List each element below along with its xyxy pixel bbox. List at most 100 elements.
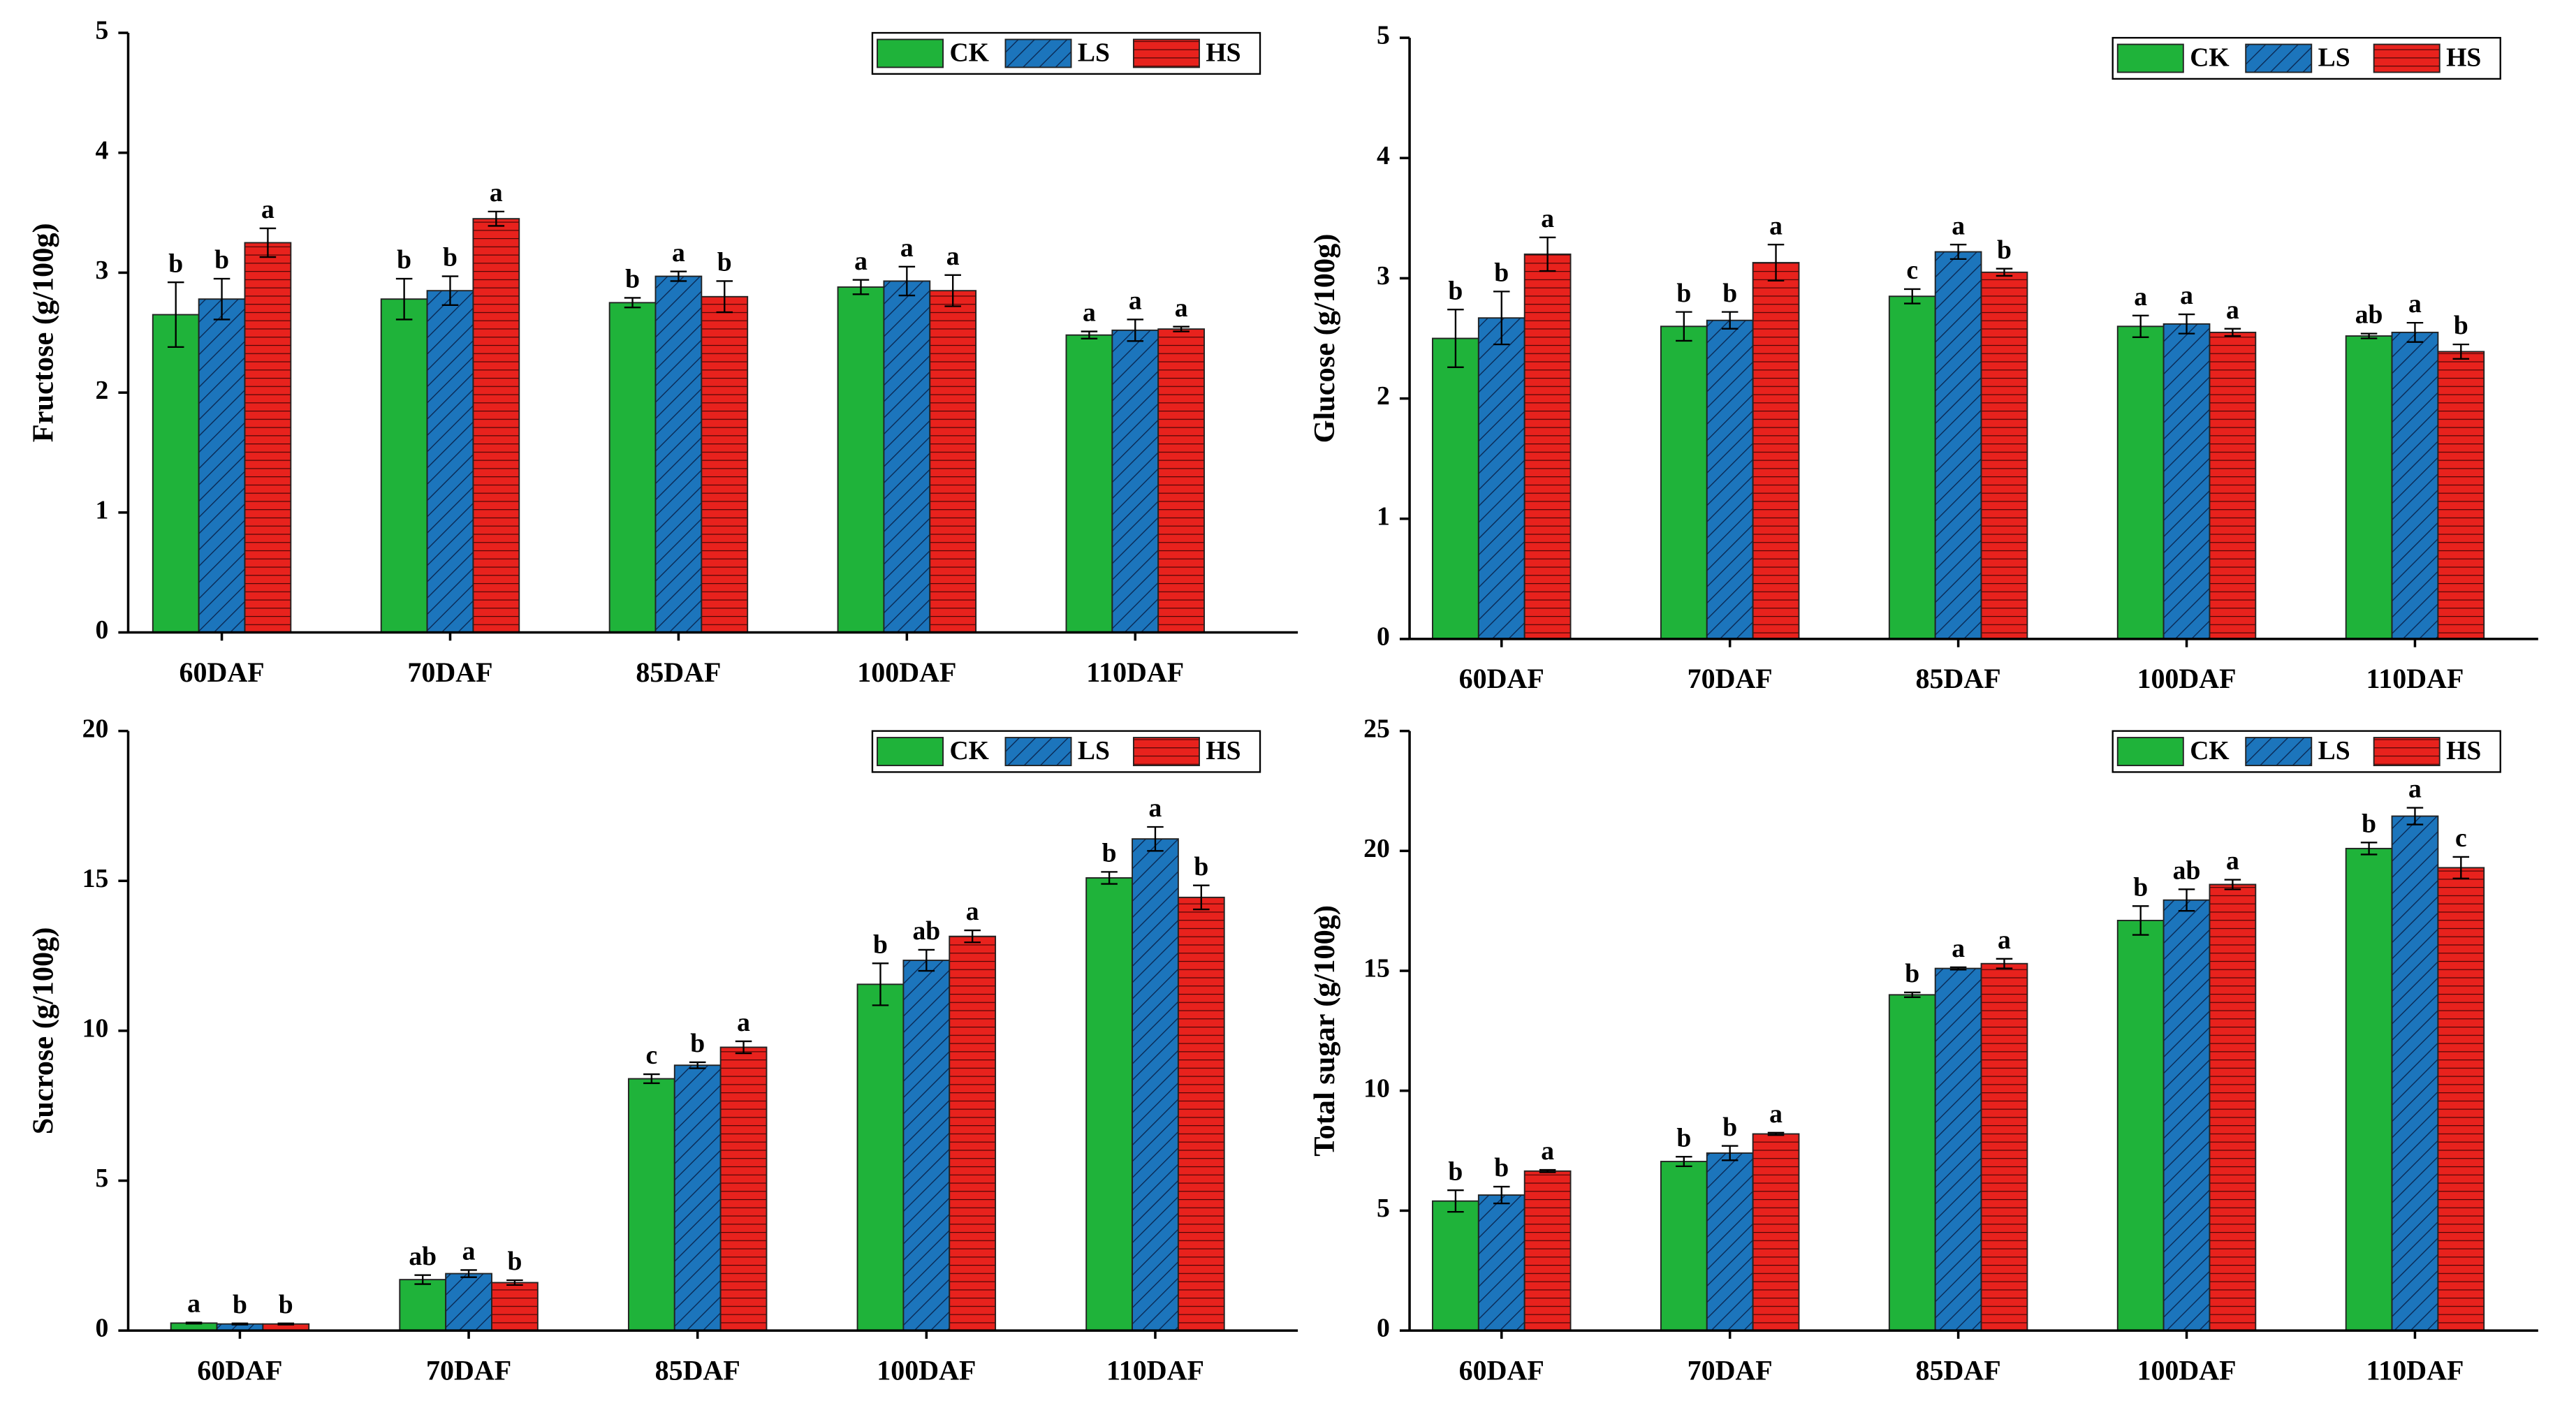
legend-label: CK [2190,43,2229,72]
legend-label: CK [949,38,988,67]
error-bar [1539,1168,1556,1173]
bar [445,1273,492,1332]
significance-letter: b [2362,809,2376,838]
error-bar [1676,311,1692,342]
y-tick-label: 5 [95,16,108,45]
error-bar [872,962,889,1006]
x-tick-label: 85DAF [636,657,721,688]
error-bar [2224,879,2241,890]
error-bar [1996,267,2013,277]
error-bar [898,265,916,297]
significance-letter: a [672,238,685,267]
legend-label: LS [1078,38,1110,67]
legend-label: LS [2318,736,2350,765]
bar [2116,919,2165,1332]
y-tick-label: 4 [1377,141,1390,170]
error-bar [716,280,733,314]
bar [1477,1194,1525,1332]
significance-letter: b [397,245,411,274]
y-axis-label: Total sugar (g/100g) [1308,905,1341,1157]
significance-letter: a [1083,298,1096,328]
bar [2391,815,2439,1332]
error-bar [964,929,981,944]
error-bar [213,277,230,321]
error-bar [2406,321,2424,343]
error-bar [1081,330,1098,340]
significance-letter: b [2133,872,2148,902]
bar [654,275,703,633]
y-tick-label: 5 [1377,21,1390,50]
x-tick-label: 85DAF [1916,663,2001,694]
x-tick-label: 100DAF [2137,663,2236,694]
y-tick-label: 15 [82,864,109,893]
bar [244,242,292,633]
legend-label: CK [949,736,988,765]
x-tick-label: 85DAF [1916,1354,2001,1386]
error-bar [231,1322,249,1326]
bar [1477,317,1525,640]
y-axis-label: Fructose (g/100g) [27,223,60,442]
significance-letter: b [1448,276,1463,305]
significance-letter: b [1997,235,2012,265]
bar [1706,1152,1754,1332]
significance-letter: a [1769,211,1783,240]
y-tick-label: 10 [82,1014,109,1043]
bar [608,302,657,633]
legend-swatch [877,737,944,766]
legend-swatch [2245,737,2313,766]
bar [2345,335,2393,640]
legend: CK LS HS [2112,36,2501,80]
error-bar [1493,1185,1510,1205]
legend-label: HS [2446,736,2481,765]
significance-letter: ab [2355,300,2383,330]
bar [1752,1133,1800,1332]
significance-letter: a [1952,934,1965,963]
significance-letter: a [187,1289,200,1319]
significance-letter: a [1149,793,1162,823]
x-tick-label: 60DAF [179,657,264,688]
significance-letter: a [966,897,979,926]
error-bar [1173,325,1190,332]
y-tick-label: 0 [1377,1314,1390,1343]
legend-swatch [2116,43,2184,73]
bar [719,1046,768,1332]
bar [198,298,246,633]
significance-letter: b [214,245,229,274]
error-bar [185,1321,203,1325]
error-bar [2360,842,2378,856]
bar [949,935,997,1332]
y-axis-label: Sucrose (g/100g) [27,928,60,1135]
error-bar [918,948,935,972]
significance-letter: b [873,930,888,959]
legend-swatch [2245,43,2313,73]
significance-letter: a [1541,204,1554,233]
error-bar [460,1269,477,1278]
x-tick-label: 110DAF [1086,657,1184,688]
error-bar [735,1040,752,1055]
significance-letter: a [1541,1136,1554,1166]
bar [1888,994,1936,1332]
significance-letter: a [2226,846,2239,876]
significance-letter: b [2454,311,2468,340]
bar [1706,319,1754,640]
error-bar [1493,291,1510,346]
error-bar [1101,871,1118,885]
significance-letter: a [1175,293,1188,323]
bar [929,290,977,633]
significance-letter: b [1494,258,1509,287]
x-tick-label: 70DAF [407,657,492,688]
error-bar [1193,884,1210,911]
error-bar [2178,313,2195,335]
error-bar [1447,309,1464,369]
bar [1177,896,1225,1332]
legend-label: LS [2318,43,2350,72]
x-tick-label: 60DAF [1459,663,1544,694]
significance-letter: a [462,1237,476,1266]
y-tick-label: 2 [95,376,108,405]
significance-letter: a [2134,282,2147,311]
error-bar [1996,958,2013,969]
significance-letter: b [1102,838,1117,867]
bar [1065,334,1113,633]
y-tick-label: 1 [95,495,108,525]
